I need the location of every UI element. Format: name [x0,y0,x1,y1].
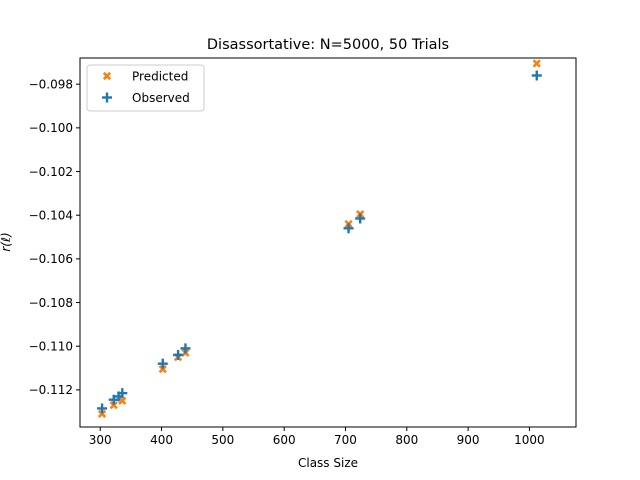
y-tick-label: −0.108 [29,296,73,310]
observed-point [173,349,184,360]
legend-label-predicted: Predicted [132,70,188,84]
observed-point [157,358,168,369]
x-tick-label: 500 [211,433,234,447]
legend-marker-predicted [102,71,112,81]
predicted-point [158,365,167,374]
predicted-point [97,409,107,419]
x-axis-ticks: 300 400 500 600 700 800 900 1000 [89,427,545,447]
x-tick-label: 800 [395,433,418,447]
data-points [97,59,542,419]
observed-point [97,403,108,414]
x-tick-label: 300 [89,433,112,447]
chart-title: Disassortative: N=5000, 50 Trials [207,37,449,53]
legend: Predicted Observed [86,64,205,112]
legend-frame [86,64,205,112]
y-tick-label: −0.104 [29,209,73,223]
predicted-point [532,59,541,68]
x-tick-label: 600 [273,433,296,447]
y-tick-label: −0.098 [29,78,73,92]
legend-marker-observed [102,92,112,103]
legend-label-observed: Observed [132,91,190,105]
y-tick-label: −0.110 [29,340,73,354]
observed-point [343,223,354,234]
observed-point [531,70,542,81]
y-axis-ticks: −0.112 −0.110 −0.108 −0.106 −0.104 −0.102 −0.1… [29,78,80,397]
x-tick-label: 700 [334,433,357,447]
observed-point [180,343,191,354]
plot-area [79,57,577,428]
x-tick-label: 1000 [514,433,545,447]
x-axis-label: Class Size [298,456,358,470]
y-axis-label: r(ℓ) [0,232,13,251]
x-tick-label: 400 [150,433,173,447]
x-tick-label: 900 [457,433,480,447]
predicted-point [109,401,118,410]
predicted-point [118,396,127,405]
y-tick-label: −0.102 [29,165,73,179]
y-tick-label: −0.106 [29,252,73,266]
observed-point [117,388,128,399]
y-tick-label: −0.100 [29,121,73,135]
observed-point [355,213,366,224]
y-tick-label: −0.112 [29,383,73,397]
series-observed [97,70,542,414]
